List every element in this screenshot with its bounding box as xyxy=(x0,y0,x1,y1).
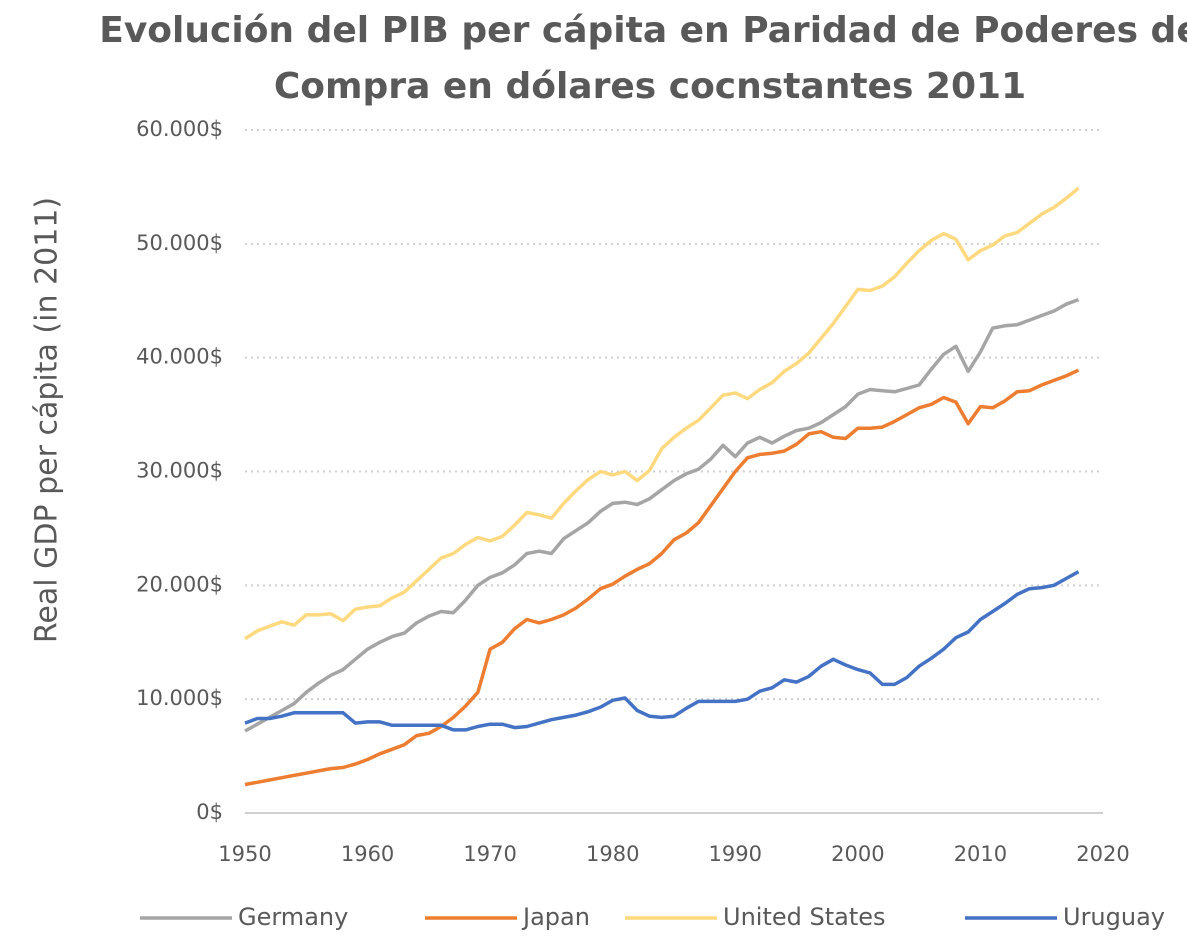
y-tick-label: 20.000$ xyxy=(136,572,223,596)
y-tick-label: 0$ xyxy=(196,800,223,824)
x-tick-label: 1960 xyxy=(341,842,394,866)
y-tick-label: 40.000$ xyxy=(136,345,223,369)
x-tick-label: 1970 xyxy=(463,842,516,866)
series-line xyxy=(244,186,1080,641)
series-line xyxy=(244,570,1080,732)
x-tick-label: 1950 xyxy=(218,842,271,866)
legend-label: Germany xyxy=(238,903,348,931)
x-tick-label: 2020 xyxy=(1076,842,1129,866)
x-tick-label: 1980 xyxy=(586,842,639,866)
y-tick-label: 10.000$ xyxy=(136,686,223,710)
y-axis-title: Real GDP per cápita (in 2011) xyxy=(30,197,65,643)
chart-title: Evolución del PIB per cápita en Paridad … xyxy=(99,10,1187,51)
y-tick-label: 30.000$ xyxy=(136,459,223,483)
legend-label: United States xyxy=(723,903,886,931)
x-tick-label: 1990 xyxy=(709,842,762,866)
x-tick-label: 2000 xyxy=(831,842,884,866)
series-line xyxy=(244,368,1080,787)
y-tick-label: 60.000$ xyxy=(136,117,223,141)
x-tick-label: 2010 xyxy=(954,842,1007,866)
series-line xyxy=(244,297,1080,733)
y-tick-label: 50.000$ xyxy=(136,231,223,255)
chart-title: Compra en dólares cocnstantes 2011 xyxy=(274,66,1026,107)
legend-label: Uruguay xyxy=(1063,903,1165,931)
legend-label: Japan xyxy=(521,903,590,931)
